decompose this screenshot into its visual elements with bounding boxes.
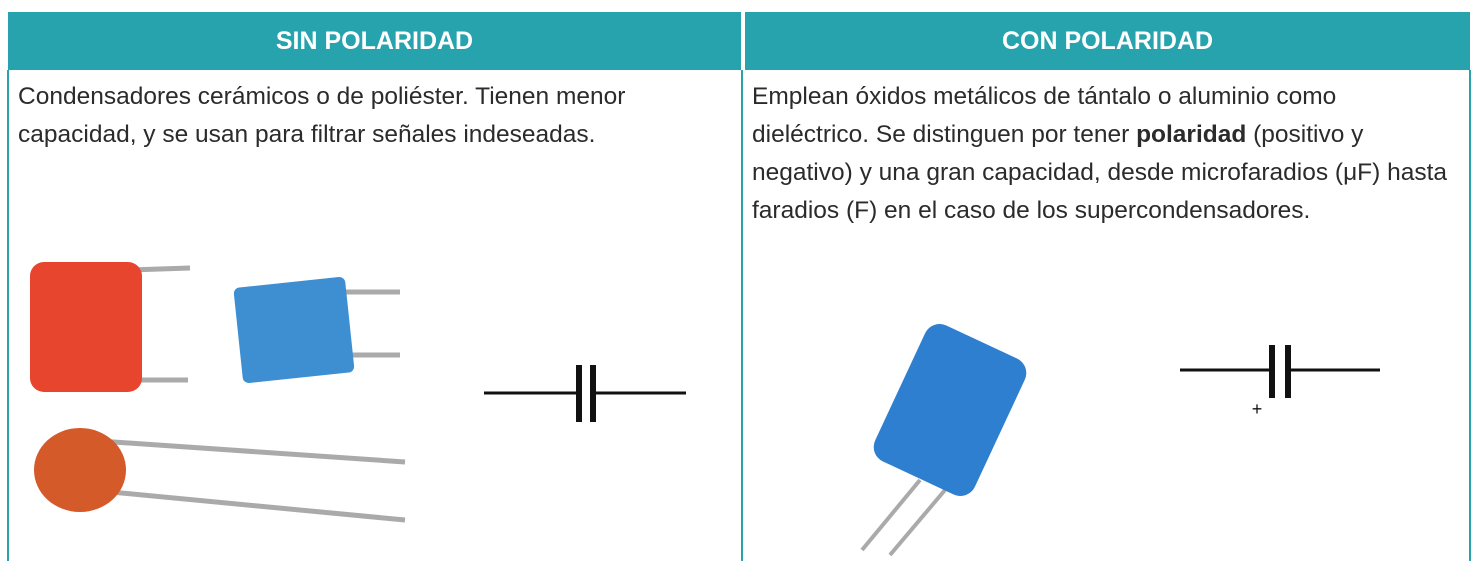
- symbol: [484, 365, 686, 422]
- bold-text: polaridad: [1136, 121, 1247, 148]
- ceramic-capacitor: [34, 428, 406, 523]
- text: Emplean óxidos metálicos de tántalo o al…: [752, 83, 1337, 148]
- cell-text: Condensadores cerámicos o de poliéster. …: [18, 83, 626, 148]
- polarity-sign: +: [1252, 399, 1263, 419]
- poly-capacitor: [233, 277, 400, 383]
- border: [741, 70, 743, 561]
- electrolytic-capacitor: [860, 324, 1027, 557]
- header-cell: CON POLARIDAD: [743, 12, 1470, 70]
- polar-symbol: [1180, 345, 1380, 398]
- header-cell: SIN POLARIDAD: [8, 12, 741, 70]
- border: [1469, 70, 1471, 561]
- film-capacitor: [30, 262, 191, 392]
- text: (positivo y negativo) y una gran capacid…: [752, 121, 1448, 224]
- border: [7, 70, 9, 561]
- cell-text: Emplean óxidos metálicos de tántalo o al…: [752, 78, 1452, 230]
